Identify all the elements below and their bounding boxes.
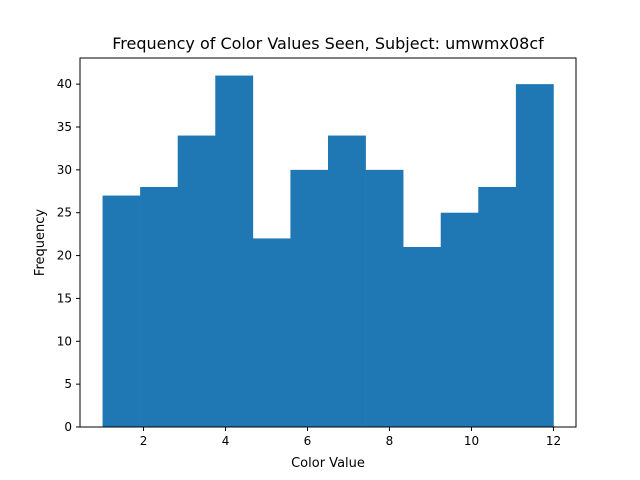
y-tick-label: 10 — [57, 334, 72, 348]
histogram-bar — [290, 169, 329, 428]
y-tick-label: 35 — [57, 120, 72, 134]
y-tick-label: 30 — [57, 163, 72, 177]
x-tick-label: 6 — [304, 434, 312, 448]
histogram-bar — [515, 84, 554, 427]
y-tick-label: 5 — [64, 377, 72, 391]
plot-frame — [79, 57, 577, 428]
y-tick-label: 20 — [57, 249, 72, 263]
bars-group — [102, 75, 554, 428]
chart-title: Frequency of Color Values Seen, Subject:… — [112, 34, 544, 53]
y-tick-label: 15 — [57, 291, 72, 305]
x-tick-label: 12 — [546, 434, 561, 448]
histogram-bar — [328, 135, 366, 427]
x-tick-label: 10 — [464, 434, 479, 448]
y-tick-label: 40 — [57, 77, 72, 91]
histogram-bar — [365, 169, 404, 428]
y-tick-label: 25 — [57, 206, 72, 220]
histogram-bar — [102, 195, 141, 427]
histogram-bar — [177, 135, 216, 427]
y-axis-label: Frequency — [33, 209, 48, 276]
histogram-bar — [403, 247, 442, 427]
histogram-bar — [478, 187, 517, 427]
y-axis-ticks: 0 5 10 15 20 25 30 35 40 — [57, 77, 80, 434]
x-axis-ticks: 2 4 6 8 10 12 — [140, 427, 561, 448]
histogram-bar — [215, 75, 254, 427]
x-tick-label: 8 — [386, 434, 394, 448]
x-axis-label: Color Value — [291, 456, 365, 471]
histogram-bar — [440, 212, 479, 427]
y-tick-label: 0 — [64, 420, 72, 434]
x-tick-label: 4 — [222, 434, 230, 448]
histogram-bar — [140, 187, 178, 427]
histogram-bar — [252, 238, 291, 427]
x-tick-label: 2 — [140, 434, 148, 448]
